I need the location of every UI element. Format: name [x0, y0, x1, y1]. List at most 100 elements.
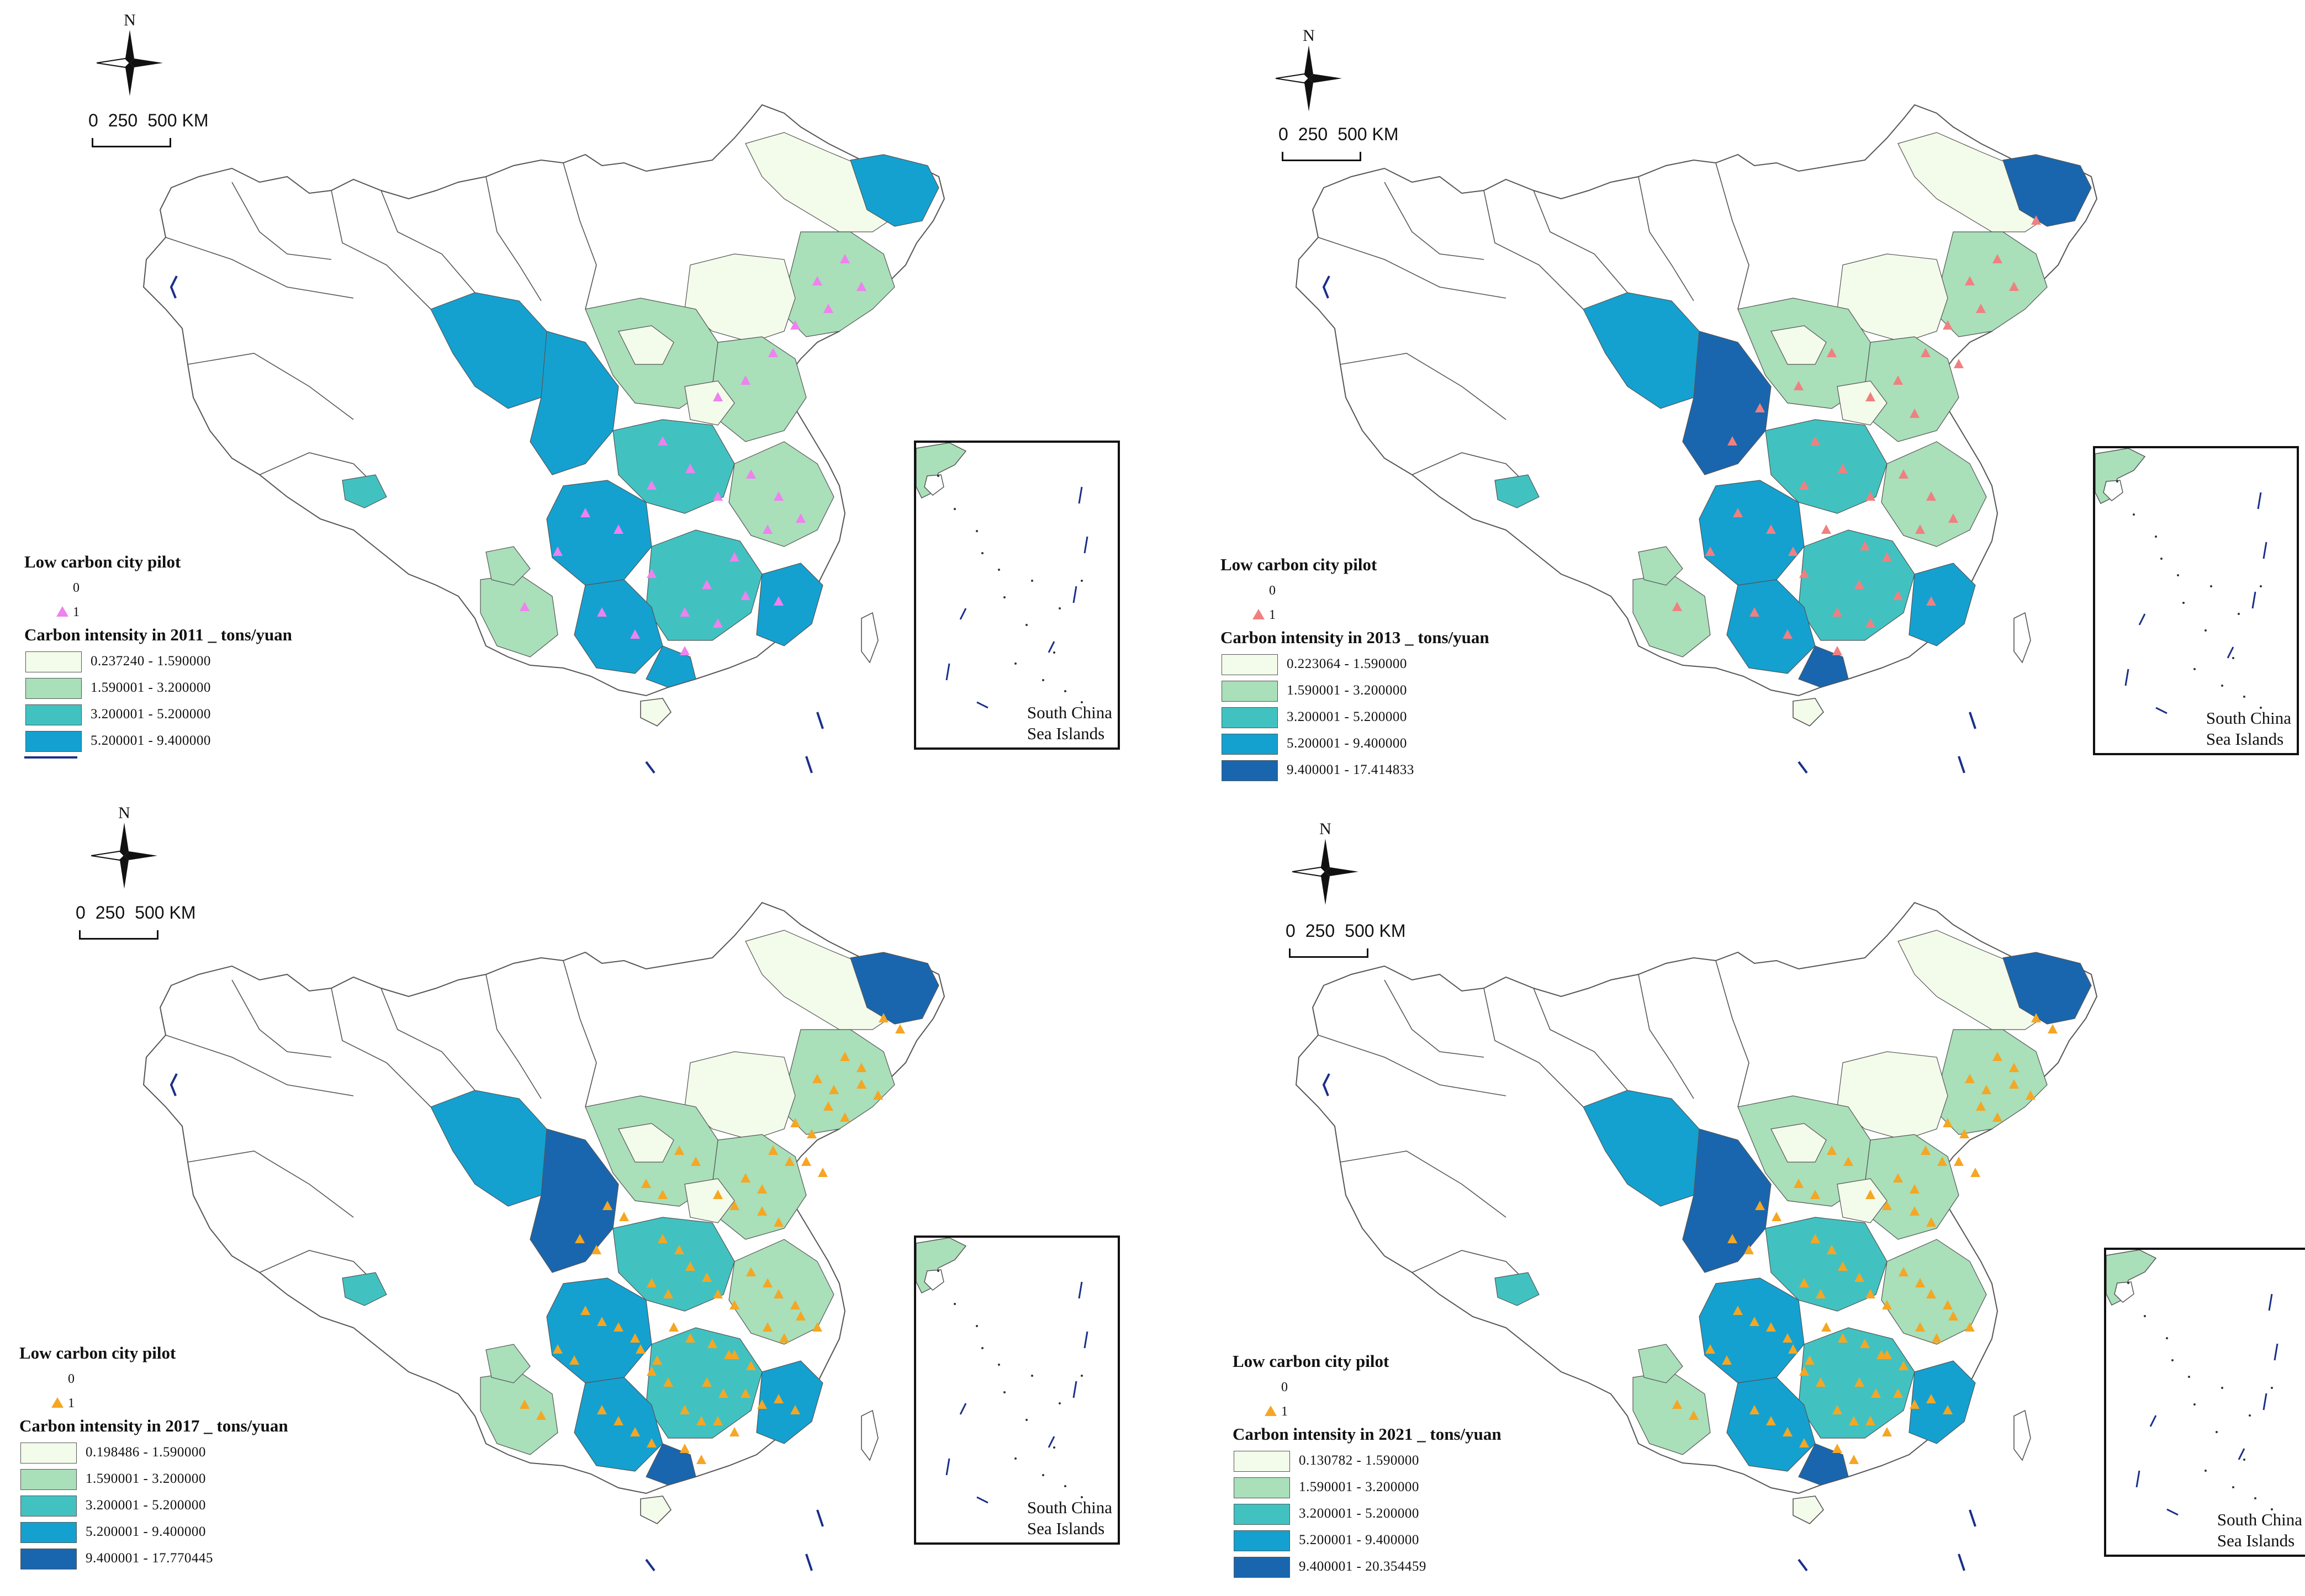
inset-sea-dash	[976, 1496, 988, 1504]
legend: Low carbon city pilot 0 1 Carbon intensity …	[1220, 555, 1618, 784]
pilot-city-marker	[1899, 469, 1909, 479]
pilot-city-marker	[1849, 1416, 1859, 1425]
pilot-city-marker	[1783, 629, 1793, 639]
pilot-city-marker	[520, 602, 530, 611]
pilot-city-marker	[1799, 480, 1809, 490]
inset-island-dot	[1064, 1485, 1066, 1487]
pilot-city-marker	[1810, 1234, 1820, 1243]
pilot-city-marker	[1965, 1074, 1975, 1083]
pilot-city-marker	[1865, 491, 1875, 501]
north-label: N	[1303, 26, 1315, 45]
region-class-5	[530, 1128, 619, 1273]
pilot-city-marker	[580, 508, 590, 517]
pilot-city-marker	[1755, 1201, 1765, 1210]
region-class-2	[1638, 1344, 1683, 1383]
pilot-city-marker	[757, 1206, 767, 1216]
pilot-city-marker	[1727, 436, 1737, 446]
pilot-city-marker	[1943, 1300, 1953, 1309]
pilot-city-marker	[763, 524, 773, 534]
border-river-line	[1322, 275, 1330, 299]
border-river-line	[170, 1073, 178, 1096]
pilot-city-marker	[658, 1190, 668, 1199]
inset-island-dot	[2177, 574, 2179, 576]
pilot-city-marker	[691, 1157, 701, 1166]
pilot-city-marker	[1893, 375, 1903, 385]
triangle-marker-icon	[51, 1397, 64, 1408]
north-arrow: N	[1270, 26, 1347, 120]
pilot-city-marker	[1827, 1245, 1837, 1254]
inset-island-dot	[954, 1303, 956, 1305]
pilot-city-marker	[1860, 1339, 1870, 1348]
region-class-3	[1765, 1217, 1888, 1312]
admin-boundary	[1533, 190, 1628, 293]
scale-bar-line	[92, 138, 171, 147]
sea-boundary-dash	[816, 712, 824, 729]
pilot-city-marker	[1910, 1184, 1920, 1194]
pilot-city-marker	[1954, 1157, 1964, 1166]
inset-coast	[916, 1238, 967, 1294]
pilot-city-marker	[763, 1322, 773, 1332]
region-class-1	[1770, 325, 1827, 365]
pilot-city-marker	[1689, 1411, 1699, 1420]
pilot-city-marker	[685, 1333, 695, 1343]
pilot-city-marker	[663, 1289, 673, 1298]
pilot-value-1: 1	[1269, 608, 1276, 622]
inset-sea-dash	[2227, 646, 2234, 659]
inset-island-dot	[2271, 1508, 2273, 1510]
inset-island-dot	[1081, 1375, 1083, 1377]
pilot-city-marker	[1965, 276, 1975, 285]
region-class-3	[612, 419, 735, 514]
scale-tick-label: 500 KM	[147, 110, 209, 130]
class-legend-row: 0.130782 - 1.590000	[1233, 1449, 1630, 1475]
class-legend-row: 0.223064 - 1.590000	[1220, 652, 1618, 678]
pilot-city-marker	[647, 1278, 657, 1287]
legend: Low carbon city pilot 0 1 Carbon intensity …	[24, 552, 422, 759]
region-class-1	[1770, 1123, 1827, 1163]
scale-labels: 0 250 500 KM	[76, 903, 205, 923]
class-legend-row: 3.200001 - 5.200000	[1220, 705, 1618, 731]
pilot-city-marker	[774, 1289, 784, 1298]
inset-island-dot	[2155, 535, 2157, 538]
inset-sea-dash	[959, 608, 967, 620]
sea-boundary-dash	[1958, 1553, 1965, 1571]
pilot-city-marker	[801, 1157, 811, 1166]
scale-tick-label: 0	[76, 903, 86, 922]
pilot-city-marker	[812, 1074, 822, 1083]
pilot-city-marker	[1744, 1245, 1754, 1254]
region-class-5	[1682, 331, 1772, 475]
pilot-city-marker	[1733, 1306, 1743, 1315]
pilot-city-marker	[873, 1090, 883, 1100]
admin-boundary	[485, 974, 542, 1099]
inset-island-dot	[2254, 1497, 2256, 1499]
pilot-city-marker	[2009, 1063, 2019, 1072]
pilot-legend-row-1: 1	[24, 601, 422, 625]
region-class-5	[1682, 1128, 1772, 1273]
sea-boundary-dash	[645, 1558, 655, 1572]
region-class-4	[1909, 1360, 1976, 1444]
pilot-city-marker	[741, 375, 750, 385]
pilot-city-marker	[1816, 1377, 1826, 1387]
inset-coast	[916, 443, 967, 499]
admin-boundary	[1638, 176, 1694, 301]
inset-island-dot	[981, 552, 984, 554]
inset-sea-dash	[2138, 613, 2146, 625]
legend: Low carbon city pilot 0 1 Carbon intensity …	[19, 1343, 417, 1573]
pilot-city-marker	[2031, 1013, 2041, 1022]
pilot-city-marker	[669, 1322, 679, 1332]
inset-island-dot	[2232, 657, 2234, 659]
class-legend-row: 9.400001 - 20.354459	[1233, 1555, 1630, 1581]
admin-boundary	[485, 176, 542, 301]
admin-boundary	[1340, 353, 1506, 420]
pilot-city-marker	[713, 491, 723, 501]
class-legend-row: 3.200001 - 5.200000	[19, 1493, 417, 1520]
inset-sea-dash	[2251, 591, 2256, 609]
pilot-city-marker	[1810, 1190, 1820, 1199]
inset-sea-dash	[2166, 1508, 2179, 1516]
pilot-city-marker	[1854, 1377, 1864, 1387]
pilot-legend-title: Low carbon city pilot	[1233, 1351, 1389, 1371]
pilot-city-marker	[1783, 1333, 1793, 1343]
pilot-city-marker	[729, 552, 739, 561]
region-class-2	[1632, 1371, 1711, 1455]
region-class-1	[684, 380, 735, 426]
class-range-label: 3.200001 - 5.200000	[1299, 1506, 1419, 1521]
